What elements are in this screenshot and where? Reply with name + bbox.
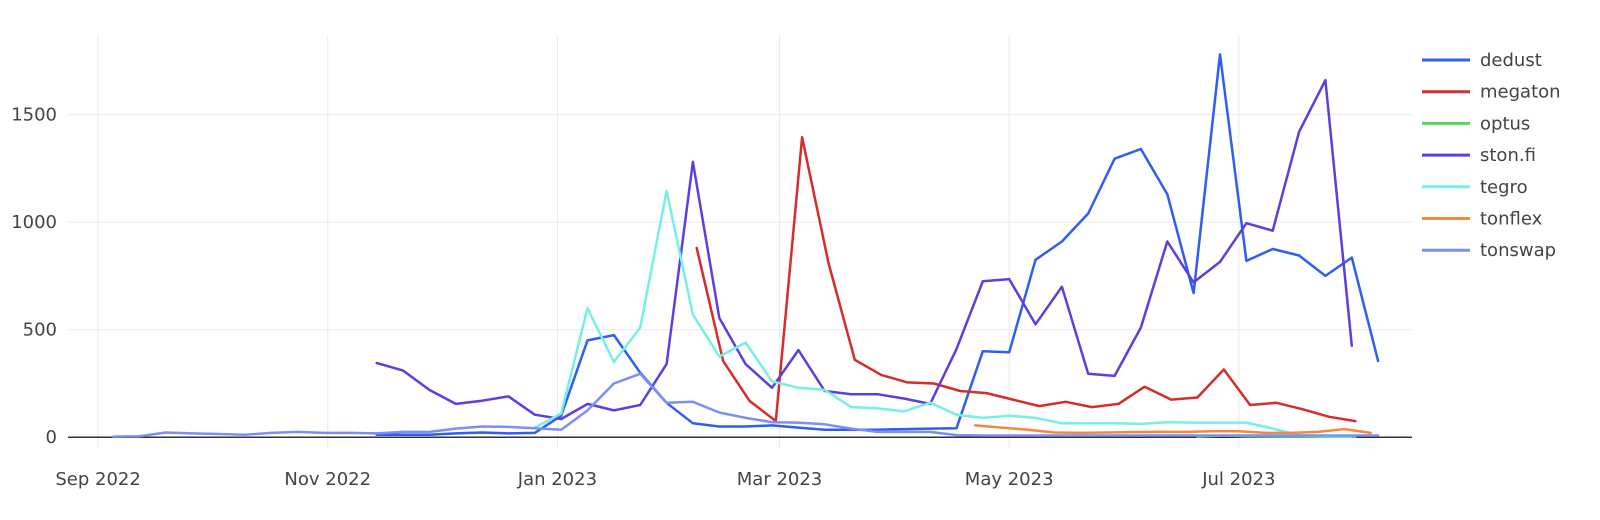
series-line-tonswap xyxy=(111,372,1380,438)
legend-label: tonswap xyxy=(1480,240,1556,261)
series-line-megaton xyxy=(695,135,1357,423)
legend-item[interactable]: ston.fi xyxy=(1422,145,1536,166)
legend-item[interactable]: tonflex xyxy=(1422,209,1543,230)
series-line-tegro xyxy=(533,189,1354,438)
x-tick-label: Sep 2022 xyxy=(55,469,140,490)
legend-item[interactable]: tegro xyxy=(1422,177,1528,198)
axes: Sep 2022 Nov 2022 Jan 2023 Mar 2023 May 2023… xyxy=(11,105,1412,490)
x-tick-label: Jan 2023 xyxy=(517,469,597,490)
legend-label: ston.fi xyxy=(1480,145,1536,166)
legend-label: optus xyxy=(1480,113,1530,134)
x-tick-label: Jul 2023 xyxy=(1201,469,1275,490)
series-line-tonflex xyxy=(974,424,1372,435)
legend-item[interactable]: optus xyxy=(1422,113,1530,134)
legend: dedust megaton optus ston.fi tegro tonflex ton… xyxy=(1422,50,1561,261)
y-tick-label: 500 xyxy=(23,320,57,341)
x-tick-label: Nov 2022 xyxy=(284,469,371,490)
y-tick-label: 0 xyxy=(46,427,57,448)
x-tick-label: Mar 2023 xyxy=(737,469,823,490)
series-line-dedust xyxy=(375,53,1380,436)
series-line-ston-fi xyxy=(375,78,1354,421)
plot-area xyxy=(111,53,1380,439)
legend-label: dedust xyxy=(1480,50,1542,71)
y-tick-label: 1500 xyxy=(11,105,57,126)
legend-label: tonflex xyxy=(1480,209,1543,230)
legend-label: tegro xyxy=(1480,177,1528,198)
legend-item[interactable]: megaton xyxy=(1422,82,1561,103)
x-tick-label: May 2023 xyxy=(965,469,1054,490)
legend-label: megaton xyxy=(1480,82,1561,103)
y-tick-label: 1000 xyxy=(11,212,57,233)
grid xyxy=(68,35,1412,448)
legend-item[interactable]: tonswap xyxy=(1422,240,1556,261)
legend-item[interactable]: dedust xyxy=(1422,50,1542,71)
